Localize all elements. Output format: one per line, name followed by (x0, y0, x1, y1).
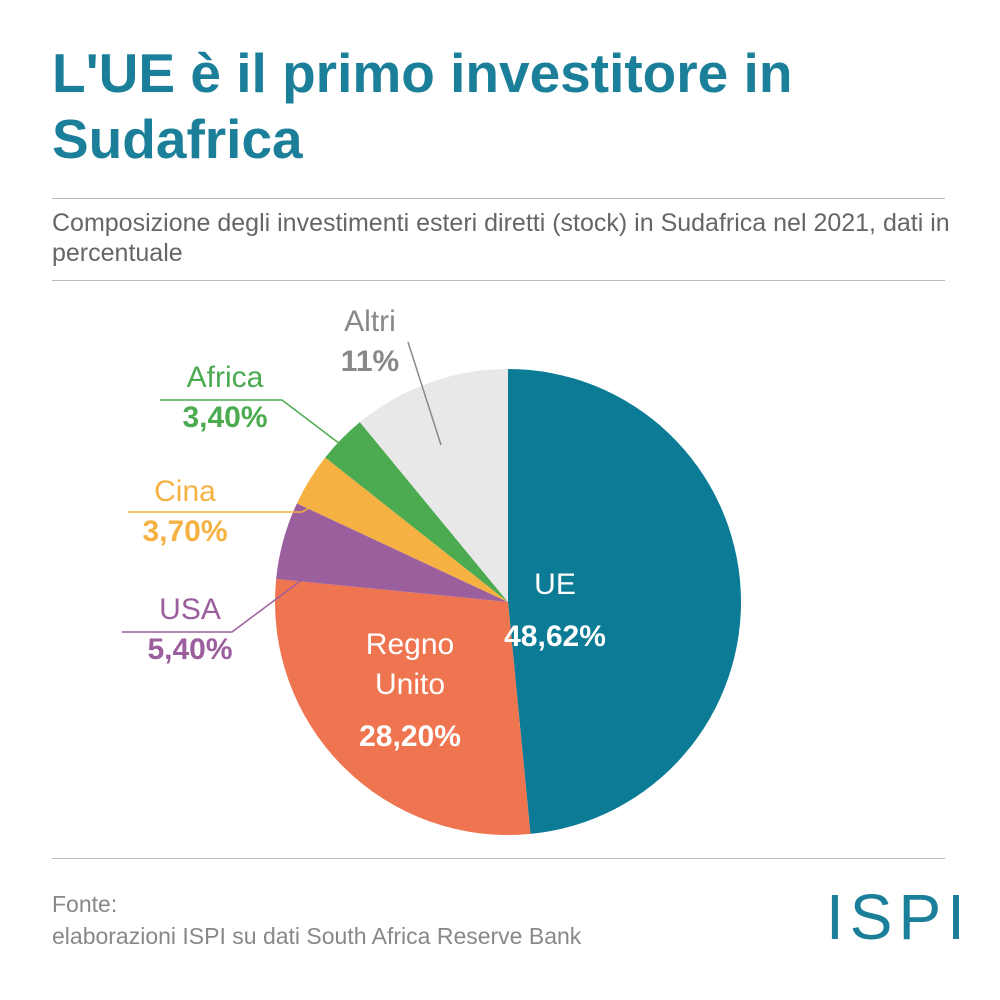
category-label: Cina (154, 475, 216, 508)
value-label: 5,40% (147, 633, 233, 666)
chart-subtitle: Composizione degli investimenti esteri d… (52, 209, 950, 267)
category-label: UE (534, 568, 576, 601)
pie-slice (508, 369, 742, 834)
value-label: 11% (340, 345, 400, 378)
slice-label: Cina 3,70% (120, 472, 250, 552)
pie-slice (275, 578, 531, 835)
category-label: Altri (344, 305, 396, 338)
source: Fonte: elaborazioni ISPI su dati South A… (52, 888, 581, 952)
slice-label: Africa 3,40% (160, 358, 290, 438)
slice-label: Regno Unito 28,20% (340, 625, 480, 757)
category-label: Regno Unito (365, 628, 455, 701)
value-label: 28,20% (359, 720, 461, 753)
logo: ISPI (826, 881, 971, 953)
pie-slice (276, 503, 508, 602)
value-label: 3,40% (182, 401, 268, 434)
chart-title: L'UE è il primo investitore in Sudafrica (52, 42, 793, 170)
divider (52, 198, 945, 199)
divider (52, 858, 945, 859)
leader-line (122, 555, 335, 633)
leader-line (160, 399, 378, 473)
leader-line (407, 341, 442, 446)
pie-slice (359, 369, 508, 602)
leader-line (128, 494, 333, 513)
category-label: Africa (186, 361, 264, 394)
pie-slice (296, 457, 508, 602)
source-label: Fonte: (52, 891, 118, 917)
value-label: 48,62% (504, 620, 606, 653)
category-label: USA (159, 593, 221, 626)
slice-label: UE 48,62% (500, 565, 610, 657)
source-text: elaborazioni ISPI su dati South Africa R… (52, 923, 582, 949)
divider (52, 280, 945, 281)
slice-label: USA 5,40% (120, 590, 260, 670)
value-label: 3,70% (142, 515, 228, 548)
slice-label: Altri 11% (320, 302, 420, 382)
